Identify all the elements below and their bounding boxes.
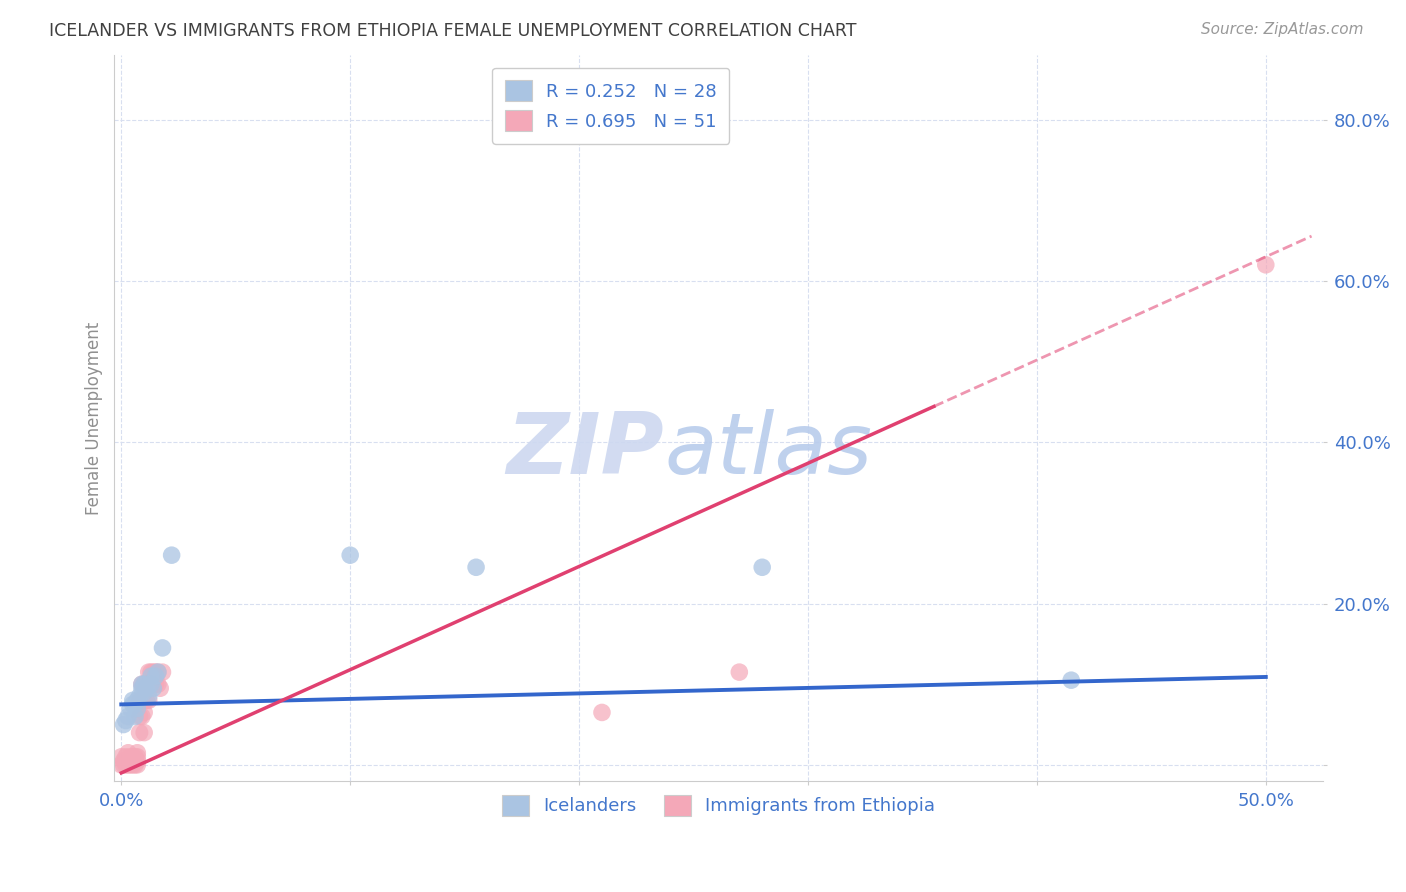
Point: [110, 749, 132, 764]
Point: [128, 690, 150, 704]
Y-axis label: Female Unemployment: Female Unemployment: [86, 321, 103, 515]
Point: [117, 757, 139, 772]
Point: [134, 677, 156, 691]
Point: [131, 677, 153, 691]
Point: [339, 548, 361, 562]
Point: [117, 746, 139, 760]
Point: [152, 640, 174, 655]
Point: [145, 665, 167, 679]
Point: [128, 725, 150, 739]
Point: [131, 693, 153, 707]
Point: [146, 665, 169, 679]
Point: [142, 681, 165, 696]
Point: [120, 757, 142, 772]
Point: [115, 757, 138, 772]
Point: [127, 754, 149, 768]
Point: [138, 690, 160, 704]
Text: ZIP: ZIP: [506, 409, 664, 492]
Point: [139, 677, 162, 691]
Point: [142, 665, 165, 679]
Point: [134, 685, 156, 699]
Point: [120, 749, 142, 764]
Point: [1254, 258, 1277, 272]
Point: [121, 749, 143, 764]
Point: [145, 677, 167, 691]
Point: [112, 754, 135, 768]
Point: [138, 693, 160, 707]
Point: [124, 698, 146, 712]
Point: [128, 709, 150, 723]
Point: [135, 677, 157, 691]
Text: Source: ZipAtlas.com: Source: ZipAtlas.com: [1201, 22, 1364, 37]
Point: [134, 677, 156, 691]
Point: [139, 665, 162, 679]
Point: [160, 548, 183, 562]
Point: [112, 717, 135, 731]
Point: [138, 677, 160, 691]
Point: [115, 714, 138, 728]
Text: ICELANDER VS IMMIGRANTS FROM ETHIOPIA FEMALE UNEMPLOYMENT CORRELATION CHART: ICELANDER VS IMMIGRANTS FROM ETHIOPIA FE…: [49, 22, 856, 40]
Point: [1060, 673, 1083, 688]
Point: [115, 754, 138, 768]
Point: [121, 757, 143, 772]
Point: [728, 665, 751, 679]
Point: [112, 757, 135, 772]
Point: [139, 669, 162, 683]
Point: [135, 681, 157, 696]
Point: [117, 709, 139, 723]
Point: [142, 677, 165, 691]
Point: [149, 681, 172, 696]
Point: [121, 693, 143, 707]
Point: [120, 754, 142, 768]
Point: [139, 677, 162, 691]
Point: [124, 757, 146, 772]
Point: [128, 693, 150, 707]
Point: [135, 693, 157, 707]
Point: [146, 665, 169, 679]
Point: [124, 709, 146, 723]
Point: [465, 560, 488, 574]
Point: [146, 677, 169, 691]
Point: [751, 560, 773, 574]
Point: [120, 701, 142, 715]
Point: [131, 681, 153, 696]
Point: [117, 754, 139, 768]
Point: [127, 746, 149, 760]
Text: atlas: atlas: [664, 409, 872, 492]
Point: [134, 706, 156, 720]
Point: [124, 749, 146, 764]
Point: [115, 749, 138, 764]
Point: [127, 701, 149, 715]
Point: [127, 749, 149, 764]
Point: [145, 669, 167, 683]
Point: [121, 698, 143, 712]
Point: [127, 757, 149, 772]
Legend: Icelanders, Immigrants from Ethiopia: Icelanders, Immigrants from Ethiopia: [491, 784, 946, 826]
Point: [131, 709, 153, 723]
Point: [138, 665, 160, 679]
Point: [127, 693, 149, 707]
Point: [110, 757, 132, 772]
Point: [134, 725, 156, 739]
Point: [152, 665, 174, 679]
Point: [124, 754, 146, 768]
Point: [591, 706, 613, 720]
Point: [134, 693, 156, 707]
Point: [131, 677, 153, 691]
Point: [121, 754, 143, 768]
